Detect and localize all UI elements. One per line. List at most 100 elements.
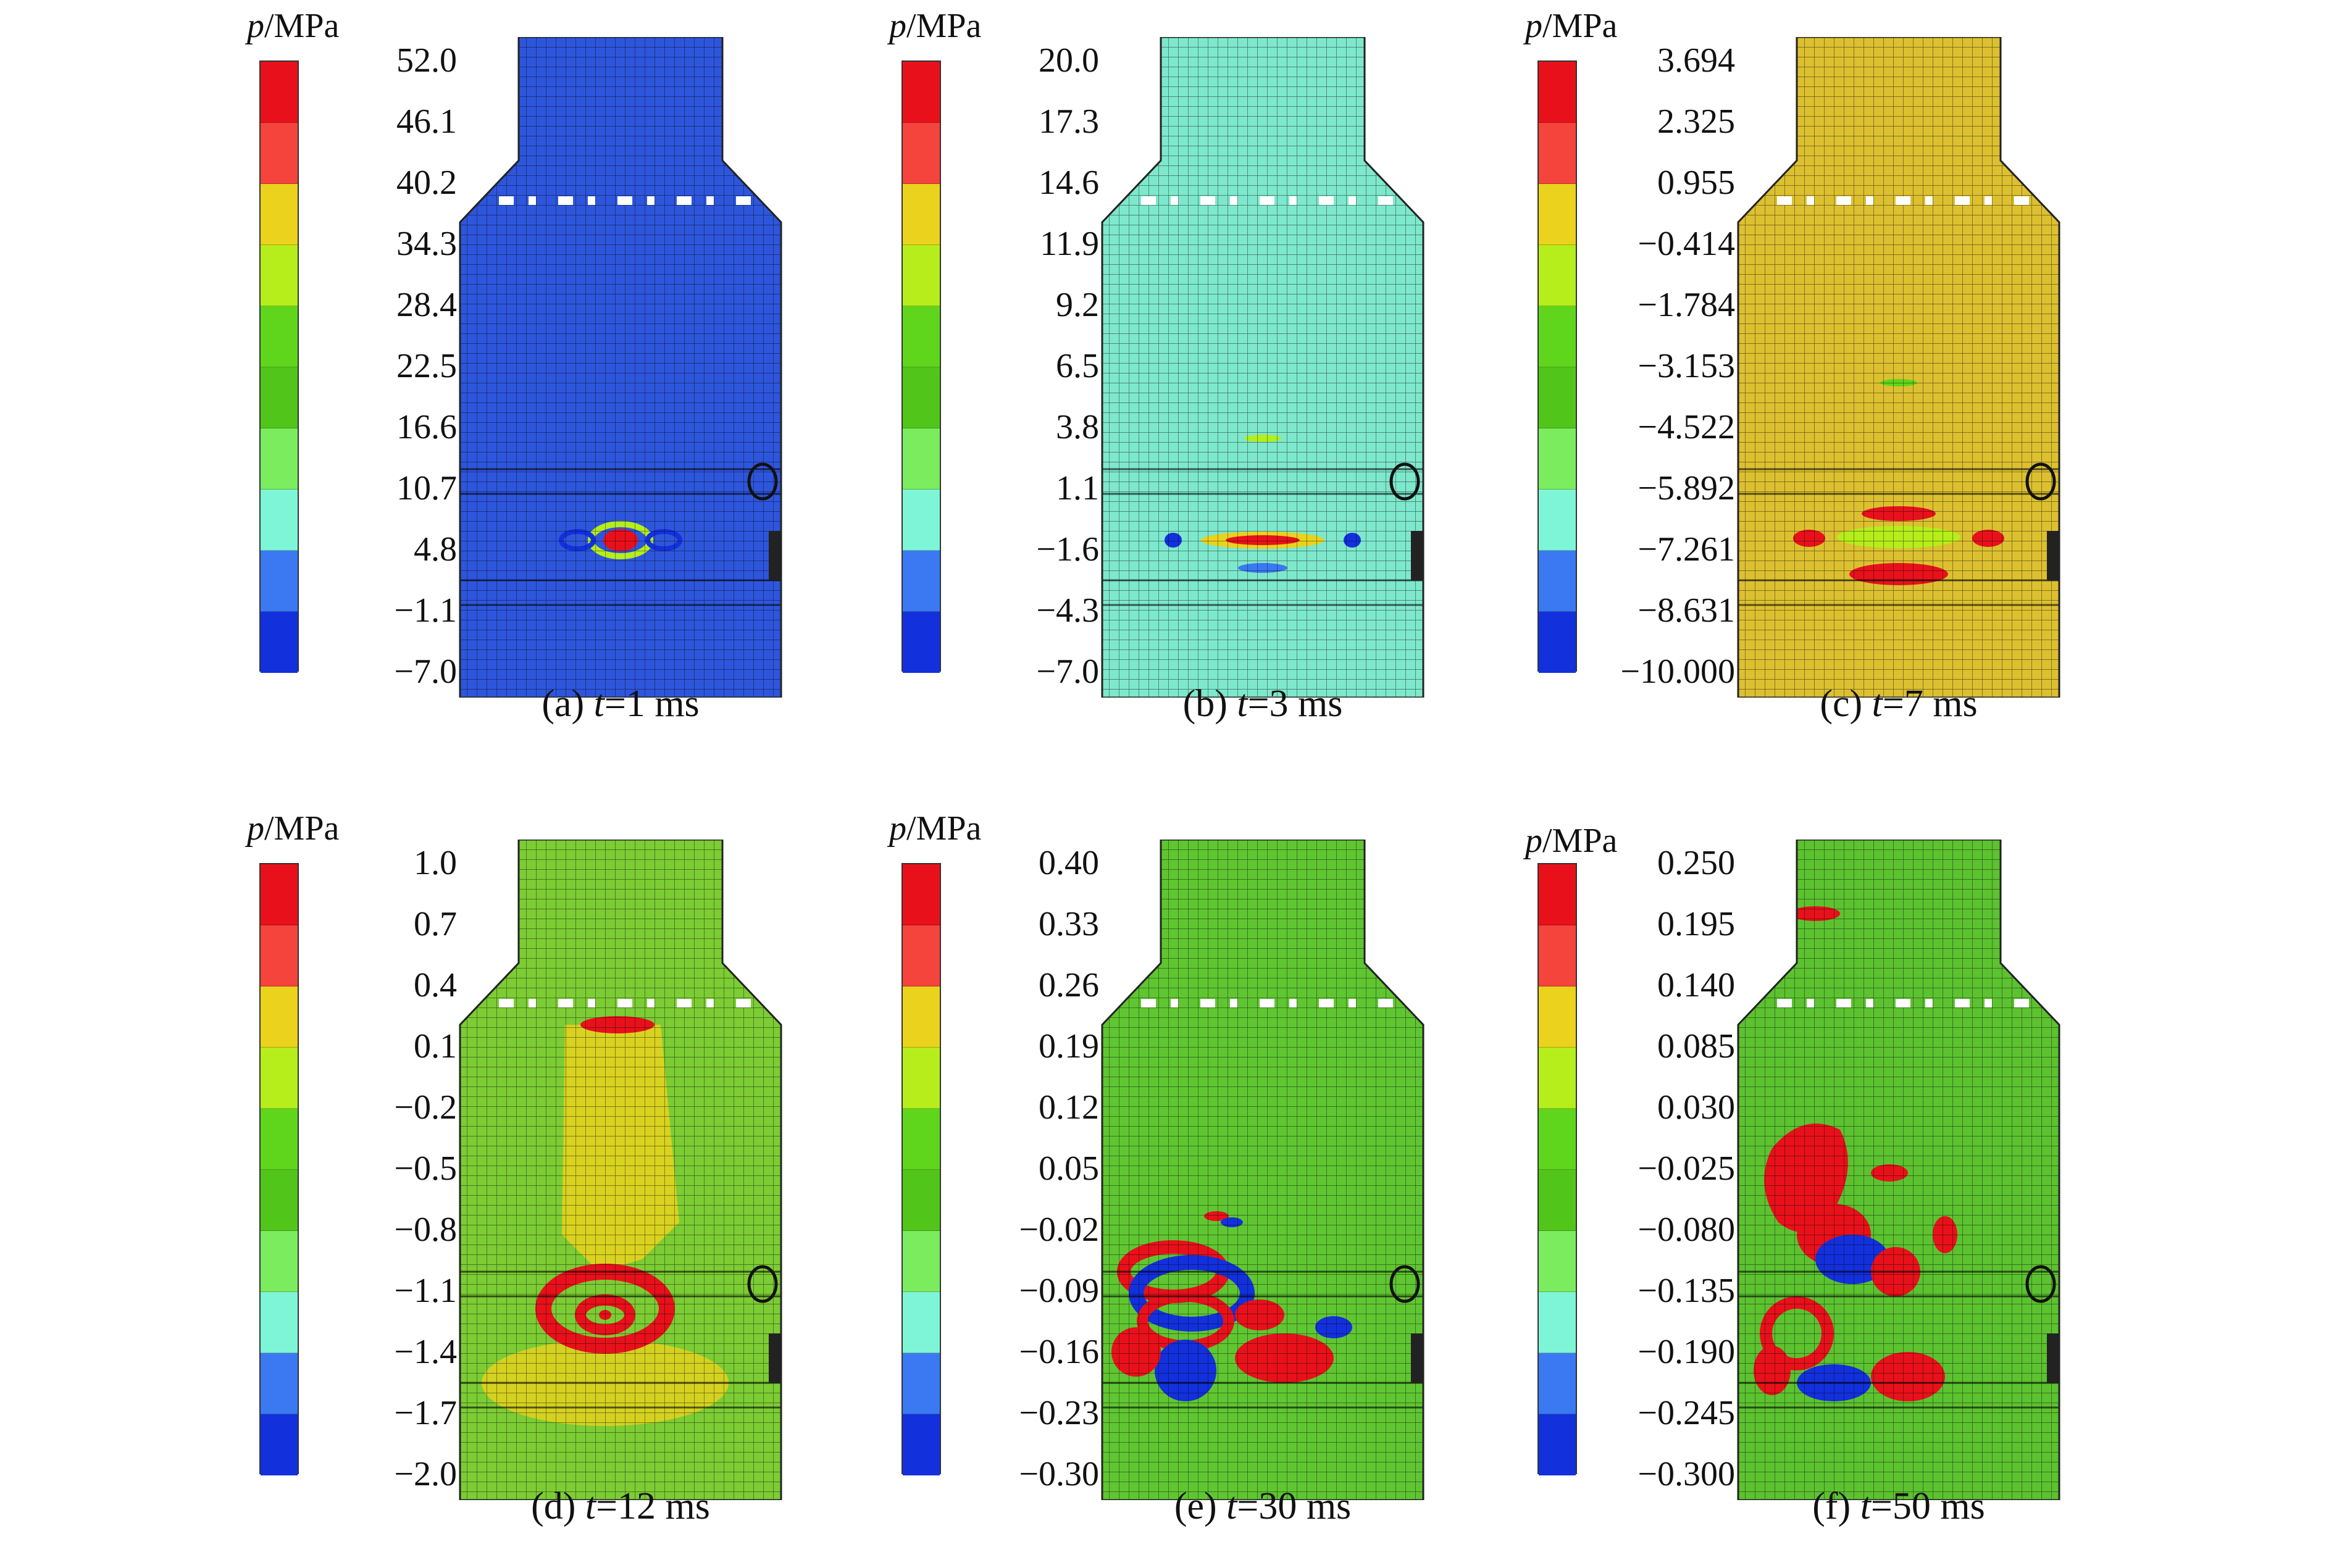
colorbar-swatches	[259, 863, 299, 1475]
colorbar-swatch	[261, 612, 298, 673]
colorbar-swatch	[903, 428, 940, 490]
colorbar-unit-label: p/MPa	[889, 809, 981, 848]
unit-symbol: p	[1525, 822, 1542, 860]
vessel-opening	[1200, 196, 1215, 205]
vessel-opening	[1925, 999, 1933, 1007]
colorbar-tick-label: −0.8	[394, 1211, 457, 1249]
colorbar-tick-label: 0.250	[1657, 844, 1735, 882]
pressure-contour-regions	[1102, 840, 1423, 1500]
vessel-opening	[469, 196, 477, 205]
vessel-opening	[1319, 999, 1334, 1007]
colorbar-swatch	[903, 245, 940, 306]
colorbar-tick-label: −7.261	[1638, 530, 1735, 569]
colorbar-swatch	[261, 1292, 298, 1353]
caption-time-symbol: t	[585, 1485, 596, 1527]
vessel-opening	[1985, 999, 1992, 1007]
vessel-opening	[1349, 196, 1356, 205]
colorbar-swatch	[903, 986, 940, 1048]
colorbar-tick-label: −0.025	[1638, 1149, 1735, 1188]
colorbar-swatches	[259, 60, 299, 673]
panel-caption: (c) t=7 ms	[1735, 682, 2062, 726]
vessel-opening	[499, 999, 514, 1007]
vessel-opening	[1896, 196, 1910, 205]
side-fitting	[2047, 531, 2059, 580]
colorbar-swatch	[261, 1414, 298, 1475]
unit-suffix: /MPa	[264, 7, 340, 45]
colorbar	[901, 60, 945, 673]
unit-symbol: p	[889, 809, 906, 848]
colorbar	[1537, 60, 1581, 673]
colorbar-swatch	[903, 123, 940, 184]
colorbar-swatch	[903, 864, 940, 925]
colorbar-tick-label: 46.1	[396, 102, 457, 141]
colorbar-tick-label: 0.40	[1039, 844, 1099, 882]
vessel-outline	[1737, 840, 2060, 1500]
side-fitting	[769, 531, 781, 580]
colorbar-tick-label: 1.1	[1056, 469, 1099, 507]
colorbar-tick-label: 17.3	[1039, 102, 1099, 141]
caption-prefix: (d)	[531, 1485, 585, 1527]
unit-suffix: /MPa	[264, 809, 340, 848]
colorbar-tick-label: 0.030	[1657, 1088, 1735, 1127]
colorbar-swatch	[261, 925, 298, 986]
colorbar-swatch	[261, 551, 298, 612]
vessel-opening	[736, 999, 751, 1007]
colorbar-tick-label: 0.05	[1039, 1149, 1099, 1188]
colorbar-tick-label: −0.02	[1019, 1211, 1099, 1249]
vessel-opening	[529, 196, 536, 205]
colorbar-tick-label: −3.153	[1638, 347, 1735, 385]
vessel-opening	[1925, 196, 1933, 205]
vessel-opening	[1289, 196, 1297, 205]
vessel-contour-plot	[1101, 37, 1424, 698]
colorbar-swatch	[903, 306, 940, 367]
vessel-opening	[1171, 999, 1178, 1007]
vessel-opening	[1260, 196, 1274, 205]
colorbar-swatch	[1539, 1231, 1576, 1292]
vessel-opening	[1141, 196, 1156, 205]
mesh-grid	[460, 37, 781, 698]
colorbar-tick-labels: 52.0 46.1 40.2 34.3 28.4 22.5 16.6 10.7 4.8 −1.1 −…	[296, 43, 457, 689]
colorbar-swatch	[1539, 551, 1576, 612]
vessel-opening	[1408, 999, 1415, 1007]
colorbar-swatch	[903, 1292, 940, 1353]
colorbar-tick-label: 0.33	[1039, 905, 1099, 943]
vessel-outline	[1737, 37, 2060, 698]
pressure-contour-regions	[1738, 37, 2059, 698]
unit-suffix: /MPa	[906, 809, 982, 848]
colorbar-tick-label: 2.325	[1657, 102, 1735, 141]
colorbar-swatch	[903, 184, 940, 245]
colorbar-tick-label: −1.784	[1638, 286, 1735, 324]
caption-time-value: =50 ms	[1870, 1485, 1985, 1527]
colorbar-swatch	[903, 1353, 940, 1414]
colorbar-tick-label: −7.0	[394, 653, 457, 691]
colorbar-tick-label: 1.0	[414, 844, 457, 882]
colorbar-tick-label: −0.30	[1019, 1455, 1099, 1493]
vessel-opening	[2014, 999, 2029, 1007]
colorbar-tick-label: −0.16	[1019, 1333, 1099, 1371]
panel-caption: (a) t=1 ms	[457, 682, 784, 726]
unit-suffix: /MPa	[1542, 7, 1618, 45]
colorbar-swatch	[1539, 1170, 1576, 1231]
colorbar-tick-label: −0.09	[1019, 1272, 1099, 1310]
colorbar-tick-label: 0.1	[414, 1027, 457, 1065]
caption-prefix: (b)	[1182, 683, 1237, 725]
colorbar-swatch	[261, 1170, 298, 1231]
vessel-opening	[1777, 999, 1792, 1007]
vessel-opening	[1985, 196, 1992, 205]
panel-c: p/MPa 3.694 2.325 0.955 −0.414 −1.784 −3.153 −4…	[1525, 6, 2173, 765]
colorbar-swatch	[903, 490, 940, 551]
mesh-grid	[1738, 840, 2059, 1500]
vessel-opening	[677, 999, 692, 1007]
colorbar-swatch	[903, 1231, 940, 1292]
colorbar-tick-label: −1.6	[1036, 530, 1099, 569]
colorbar-swatch	[1539, 925, 1576, 986]
vessel-opening	[706, 196, 714, 205]
colorbar-tick-labels: 1.0 0.7 0.4 0.1 −0.2 −0.5 −0.8 −1.1 −1.4 −1.7 −2.0	[296, 846, 457, 1491]
colorbar-swatch	[1539, 612, 1576, 673]
colorbar-tick-label: 0.4	[414, 966, 457, 1004]
colorbar-tick-label: 0.195	[1657, 905, 1735, 943]
colorbar-swatch	[261, 490, 298, 551]
caption-time-symbol: t	[1237, 683, 1248, 725]
vessel-opening	[588, 196, 595, 205]
side-fitting	[2047, 1333, 2059, 1383]
